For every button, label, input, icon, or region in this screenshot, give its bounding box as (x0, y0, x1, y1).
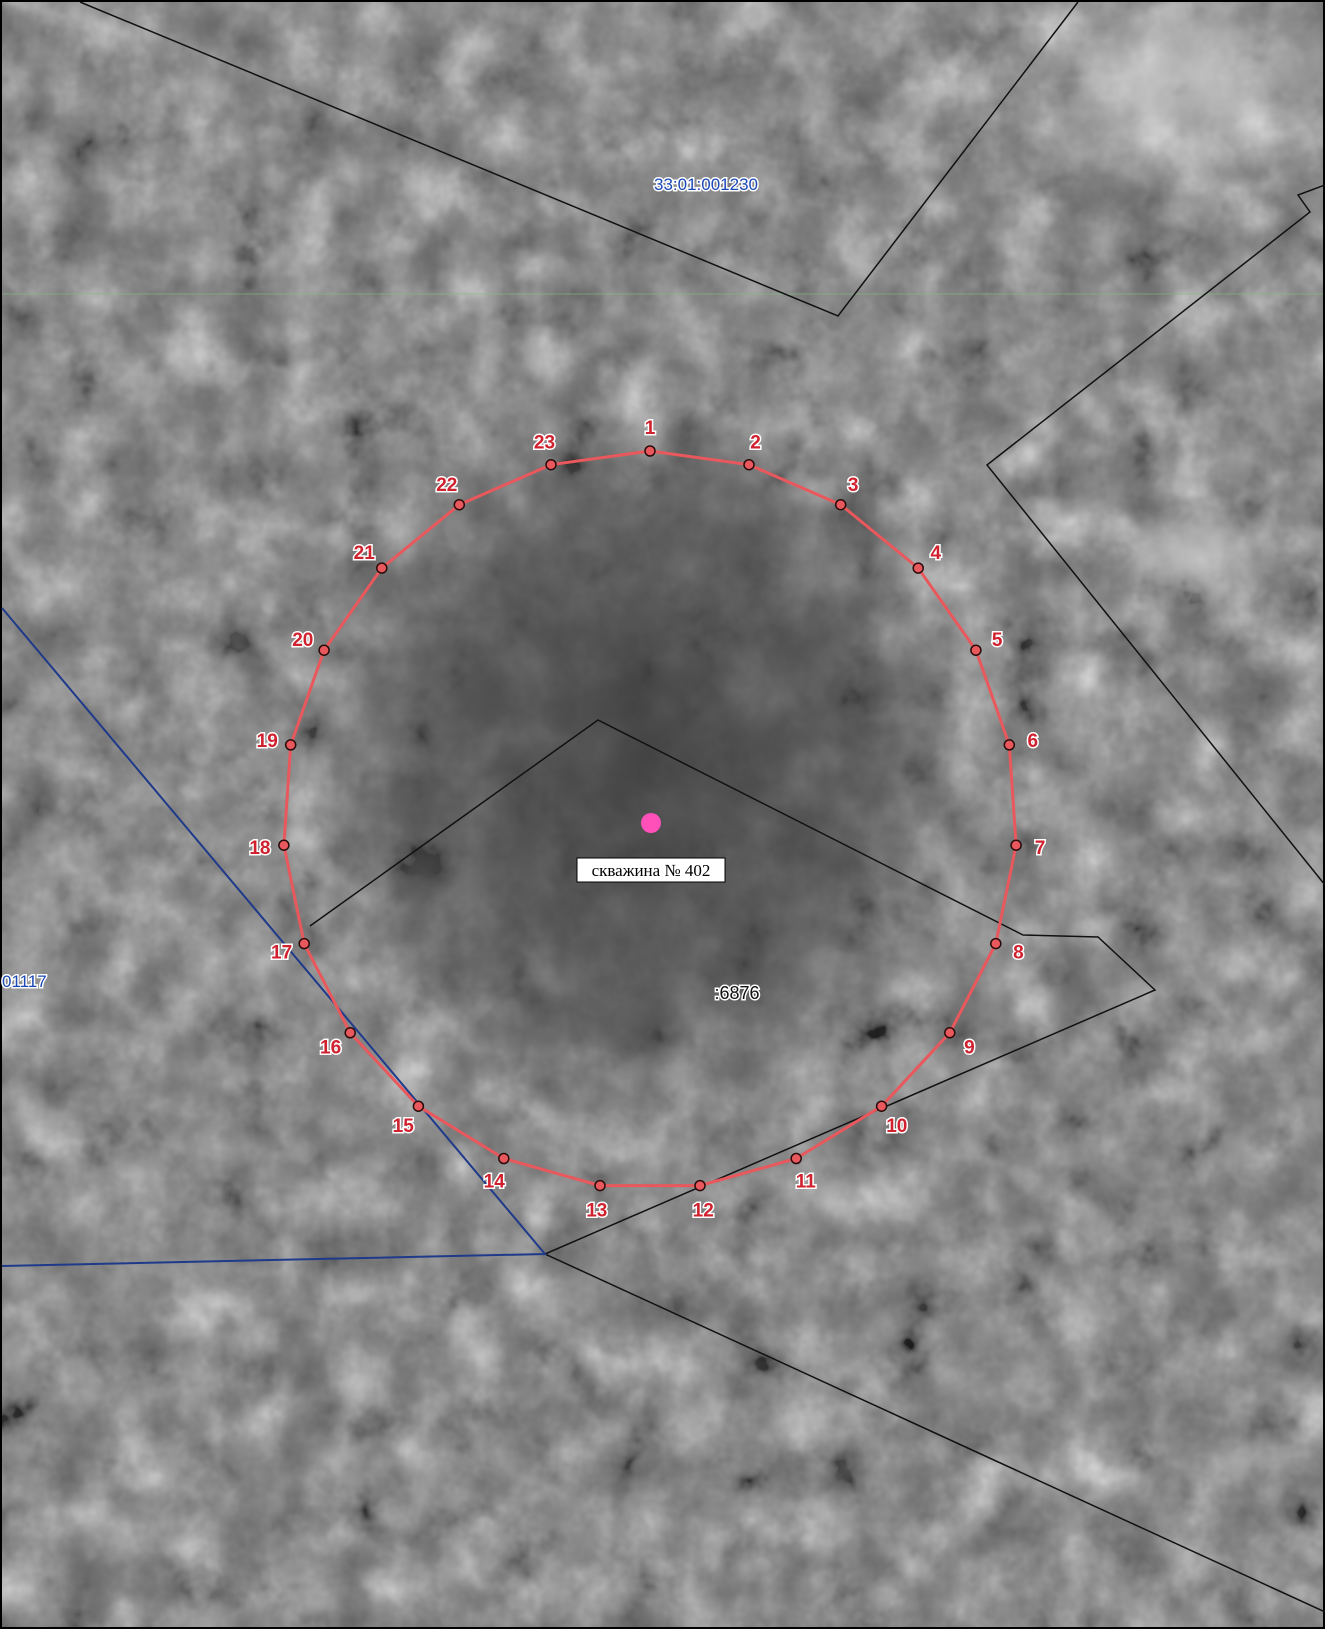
zone-vertex-label-17: 17 (271, 943, 292, 964)
well-label: скважина № 402 (592, 861, 711, 880)
zone-vertex-14[interactable] (498, 1152, 510, 1165)
zone-vertex-label-13: 13 (586, 1200, 607, 1221)
zone-vertex-6[interactable] (1003, 739, 1016, 751)
zone-vertex-label-15: 15 (393, 1116, 415, 1137)
zone-vertex-13[interactable] (594, 1179, 606, 1192)
zone-vertices (278, 445, 1022, 1192)
zone-vertex-label-9: 9 (964, 1038, 975, 1059)
zone-vertex-5[interactable] (970, 644, 982, 656)
zone-vertex-label-18: 18 (249, 838, 270, 859)
well-point[interactable] (641, 813, 661, 833)
zone-vertex-label-5: 5 (992, 630, 1003, 651)
zone-vertex-label-6: 6 (1028, 731, 1039, 752)
zone-vertex-21[interactable] (376, 562, 388, 574)
zone-vertex-label-8: 8 (1013, 943, 1024, 964)
cadastral-block-west-label: 01117 (2, 972, 47, 991)
zone-vertex-1[interactable] (644, 445, 656, 457)
zone-vertex-label-22: 22 (436, 475, 457, 496)
zone-vertex-label-3: 3 (848, 475, 859, 496)
parcel-number-label: :6876 (714, 983, 759, 1003)
zone-vertex-20[interactable] (318, 644, 330, 656)
east-parcel-boundary (985, 184, 1325, 886)
zone-vertex-2[interactable] (743, 458, 755, 471)
zone-vertex-label-20: 20 (292, 630, 313, 651)
zone-vertex-label-19: 19 (257, 731, 278, 752)
cadastral-block-north-label: 33:01:001230 (654, 175, 758, 194)
zone-vertex-10[interactable] (875, 1100, 888, 1112)
zone-vertex-9[interactable] (944, 1027, 956, 1039)
zone-vertex-4[interactable] (912, 562, 924, 574)
zone-vertex-label-11: 11 (796, 1172, 817, 1193)
zone-vertex-8[interactable] (990, 937, 1002, 950)
zone-vertex-15[interactable] (412, 1100, 425, 1112)
zone-vertex-23[interactable] (545, 458, 557, 471)
zone-vertex-11[interactable] (790, 1152, 802, 1165)
block-boundary (1, 607, 548, 1267)
zone-vertex-label-16: 16 (320, 1038, 341, 1059)
zone-vertex-label-4: 4 (931, 543, 942, 564)
well-label-box (576, 857, 726, 883)
zone-vertex-18[interactable] (278, 839, 290, 851)
zone-vertex-label-14: 14 (484, 1172, 506, 1193)
zone-vertex-label-21: 21 (354, 543, 376, 564)
zone-vertex-label-7: 7 (1035, 838, 1046, 859)
zone-outline (282, 449, 1018, 1188)
zone-vertex-label-1: 1 (645, 418, 656, 439)
zone-vertex-label-2: 2 (750, 433, 761, 454)
zone-vertex-3[interactable] (834, 498, 847, 511)
zone-vertex-16[interactable] (344, 1027, 356, 1039)
north-parcel-boundary (79, 1, 1079, 317)
zone-vertex-label-10: 10 (886, 1116, 907, 1137)
zone-vertex-7[interactable] (1010, 839, 1022, 851)
zone-vertex-label-23: 23 (534, 433, 555, 454)
zone-vertex-12[interactable] (694, 1179, 706, 1192)
zone-vertex-label-12: 12 (693, 1200, 714, 1221)
zone-vertex-19[interactable] (284, 739, 297, 751)
zone-vertex-22[interactable] (453, 498, 466, 511)
zone-vertex-17[interactable] (298, 937, 310, 950)
